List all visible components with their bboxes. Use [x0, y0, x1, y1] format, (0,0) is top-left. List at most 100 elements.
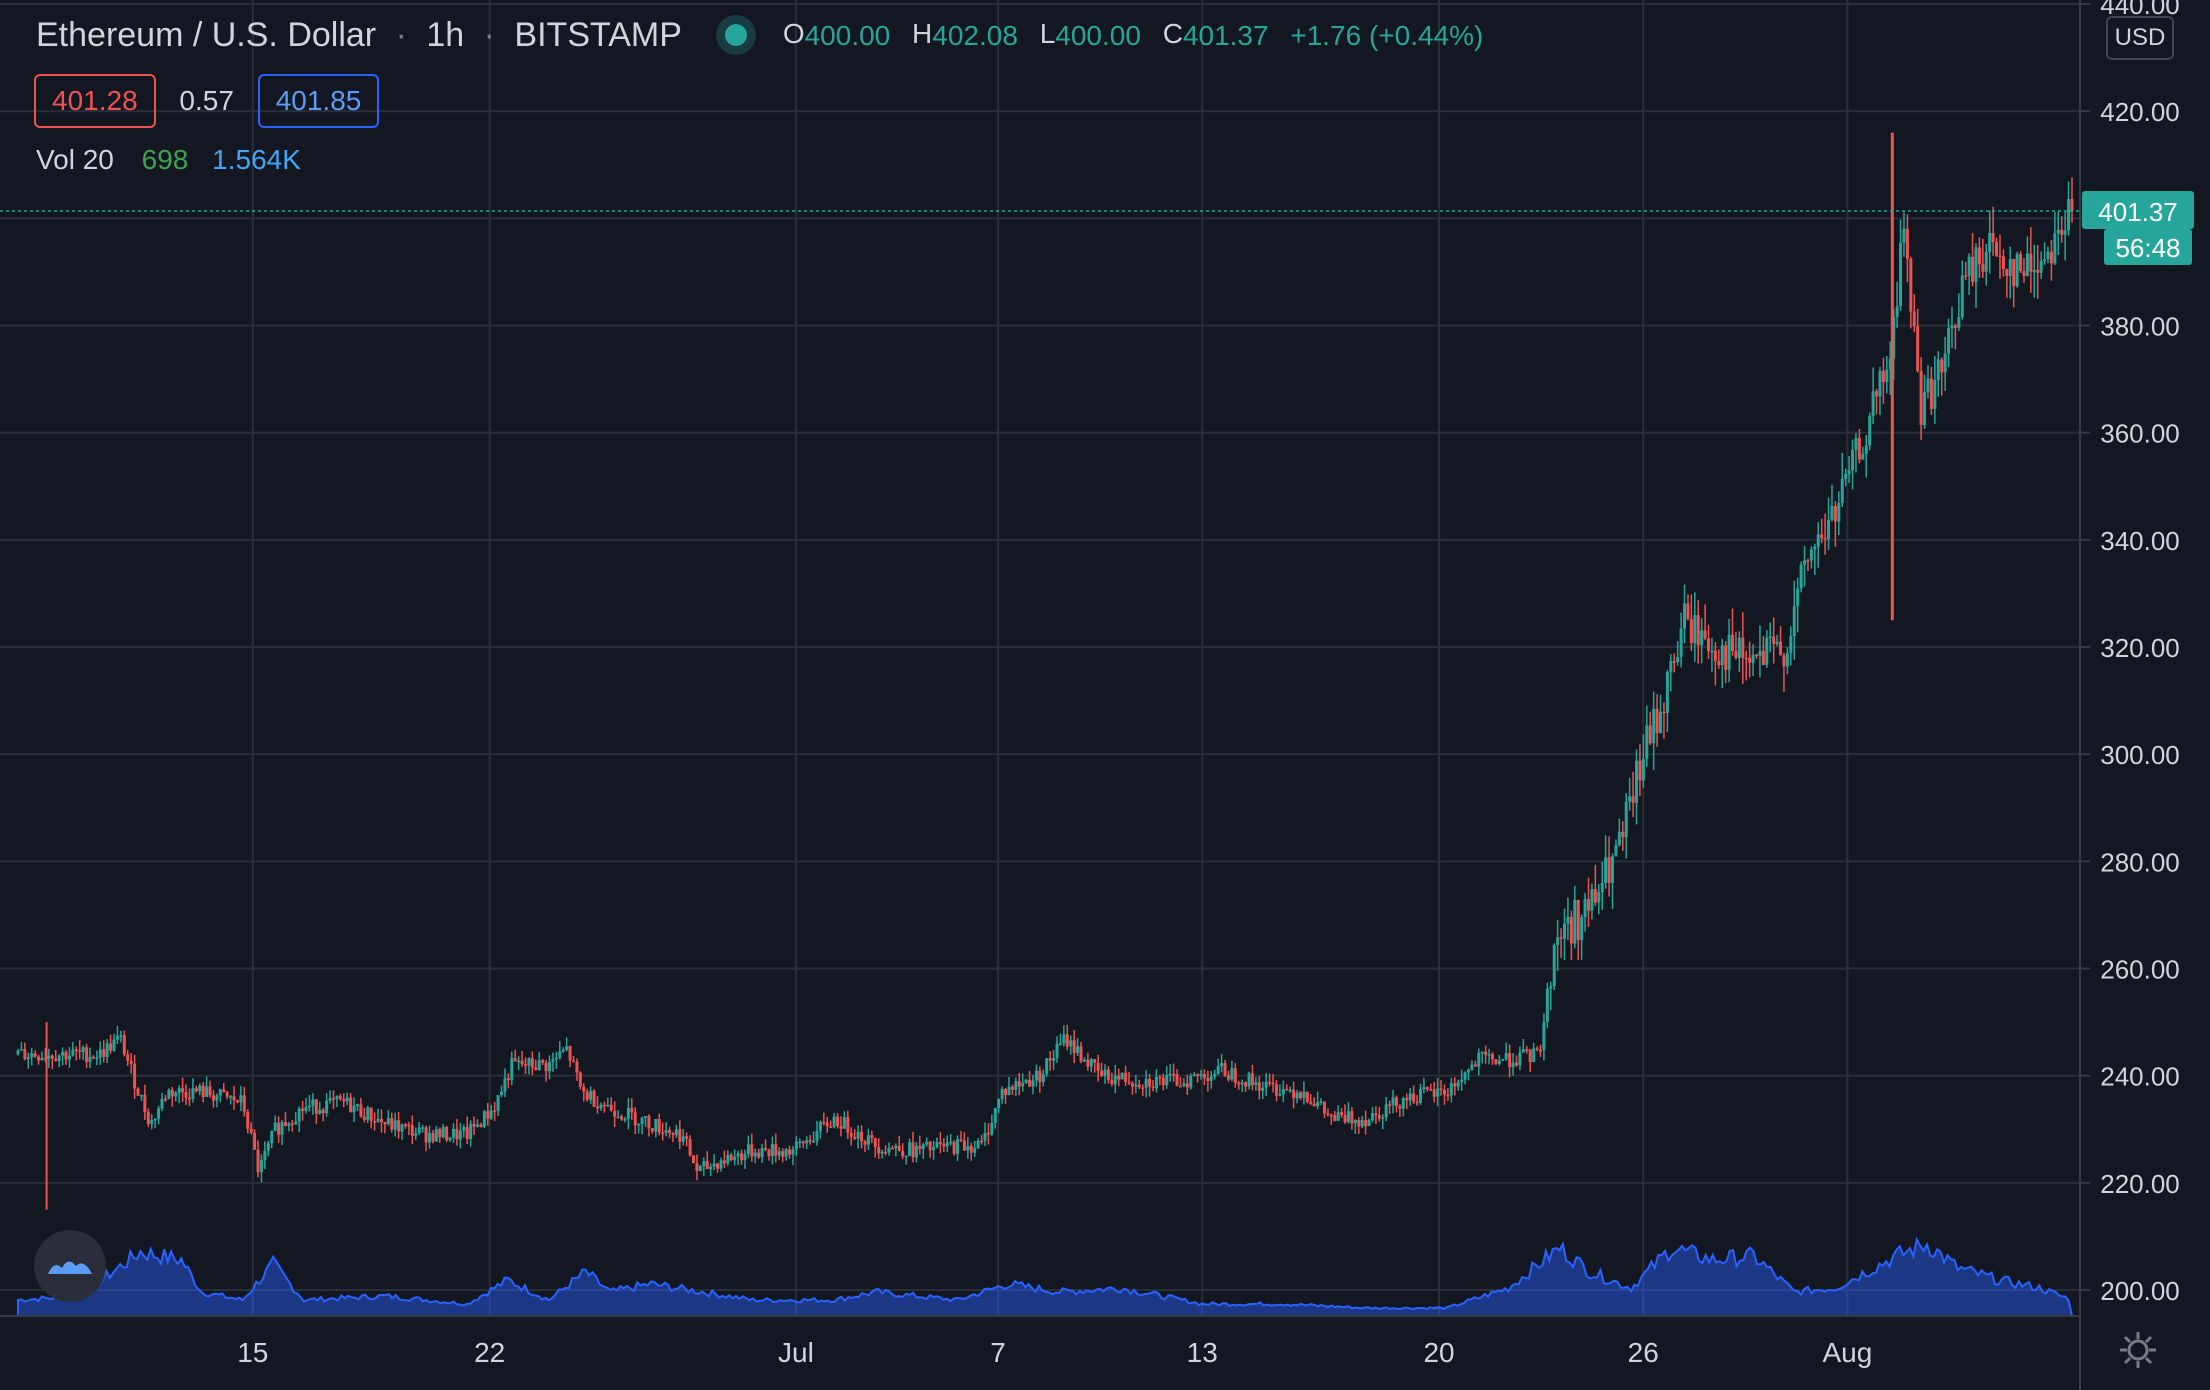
candle-body [582, 1086, 586, 1092]
candle-body [1168, 1073, 1172, 1076]
y-tick-label: 280.00 [2100, 847, 2180, 877]
candle-body [980, 1140, 984, 1143]
candle-body [630, 1108, 634, 1113]
market-status-icon[interactable] [725, 24, 748, 47]
candle-body [712, 1163, 716, 1167]
candle-body [1470, 1064, 1474, 1070]
candle-body [794, 1141, 798, 1150]
candle-body [2015, 254, 2019, 287]
candle-body [510, 1058, 514, 1081]
candle-body [2012, 259, 2016, 287]
candle-body [1247, 1073, 1251, 1087]
candle-body [1031, 1080, 1035, 1087]
candle-body [626, 1108, 630, 1119]
candle-body [534, 1067, 538, 1071]
countdown-label: 56:48 [2115, 233, 2180, 263]
candle-body [589, 1090, 593, 1100]
volume-legend[interactable]: Vol 20 698 1.564K [36, 144, 301, 176]
candle-body [914, 1145, 918, 1158]
candle-body [383, 1122, 387, 1125]
candle-body [1576, 900, 1580, 941]
candle-body [1779, 641, 1783, 656]
candle-body [1799, 564, 1803, 589]
candle-body [1340, 1112, 1344, 1116]
candle-body [705, 1161, 709, 1170]
candle-body [1285, 1089, 1289, 1091]
candle-body [609, 1104, 613, 1111]
candle-body [1840, 478, 1844, 504]
candle-body [1761, 650, 1765, 666]
candle-body [301, 1108, 305, 1111]
candle-body [1813, 546, 1817, 550]
candle-body [139, 1094, 143, 1097]
candle-body [235, 1100, 239, 1103]
candle-body [81, 1047, 85, 1053]
candle-body [1329, 1114, 1333, 1117]
candle-body [1165, 1075, 1169, 1086]
candle-body [2070, 198, 2074, 211]
candle-body [290, 1123, 294, 1125]
tradingview-logo[interactable] [34, 1230, 106, 1302]
candle-body [966, 1145, 970, 1151]
candle-body [606, 1104, 610, 1107]
candle-body [1041, 1073, 1045, 1082]
candle-body [1916, 326, 1920, 371]
candle-body [685, 1136, 689, 1139]
candle-body [1672, 661, 1676, 663]
candle-body [1744, 657, 1748, 660]
y-tick-label: 380.00 [2100, 312, 2180, 342]
candle-body [678, 1129, 682, 1142]
candle-body [1418, 1089, 1422, 1103]
candle-body [105, 1043, 109, 1057]
gear-icon[interactable] [2118, 1330, 2158, 1370]
sell-button[interactable]: 401.28 [34, 74, 156, 128]
candle-body [1727, 634, 1731, 670]
candle-body [1333, 1115, 1337, 1121]
candle-body [85, 1047, 89, 1062]
candle-body [1977, 247, 1981, 265]
candle-body [43, 1057, 47, 1060]
candle-body [373, 1121, 377, 1123]
candle-body [1940, 359, 1944, 373]
candle-body [256, 1149, 260, 1173]
x-tick-label: Aug [1822, 1337, 1872, 1368]
candle-body [486, 1111, 490, 1119]
candle-body [1226, 1075, 1230, 1080]
candle-body [489, 1110, 493, 1119]
candle-body [1076, 1046, 1080, 1054]
candle-body [1981, 264, 1985, 272]
candle-body [1484, 1051, 1488, 1055]
buy-button[interactable]: 401.85 [257, 74, 380, 128]
candle-body [1902, 228, 1906, 243]
candle-body [1532, 1048, 1536, 1063]
candle-body [359, 1104, 363, 1117]
y-tick-label: 300.00 [2100, 740, 2180, 770]
candle-body [1775, 641, 1779, 644]
symbol-title[interactable]: Ethereum / U.S. Dollar [36, 15, 377, 54]
candle-body [225, 1092, 229, 1097]
candle-body [1175, 1074, 1179, 1086]
candle-body [853, 1136, 857, 1139]
candle-body [239, 1095, 243, 1103]
candle-body [537, 1060, 541, 1071]
candle-body [1549, 986, 1553, 989]
candle-body [1833, 505, 1837, 522]
candle-body [1703, 630, 1707, 639]
interval-label[interactable]: 1h [426, 15, 465, 54]
candle-body [342, 1099, 346, 1102]
candle-body [95, 1057, 99, 1059]
candle-body [928, 1141, 932, 1151]
candle-body [2019, 254, 2023, 271]
candle-body [1223, 1063, 1227, 1076]
candle-body [575, 1061, 579, 1073]
candle-body [2001, 256, 2005, 270]
candle-body [1593, 889, 1597, 903]
currency-button[interactable]: USD [2106, 16, 2174, 60]
candle-body [2067, 198, 2071, 231]
candle-body [1401, 1098, 1405, 1109]
candle-body [1480, 1051, 1484, 1054]
candle-body [1737, 637, 1741, 659]
candle-body [215, 1095, 219, 1101]
candle-body [1113, 1075, 1117, 1085]
